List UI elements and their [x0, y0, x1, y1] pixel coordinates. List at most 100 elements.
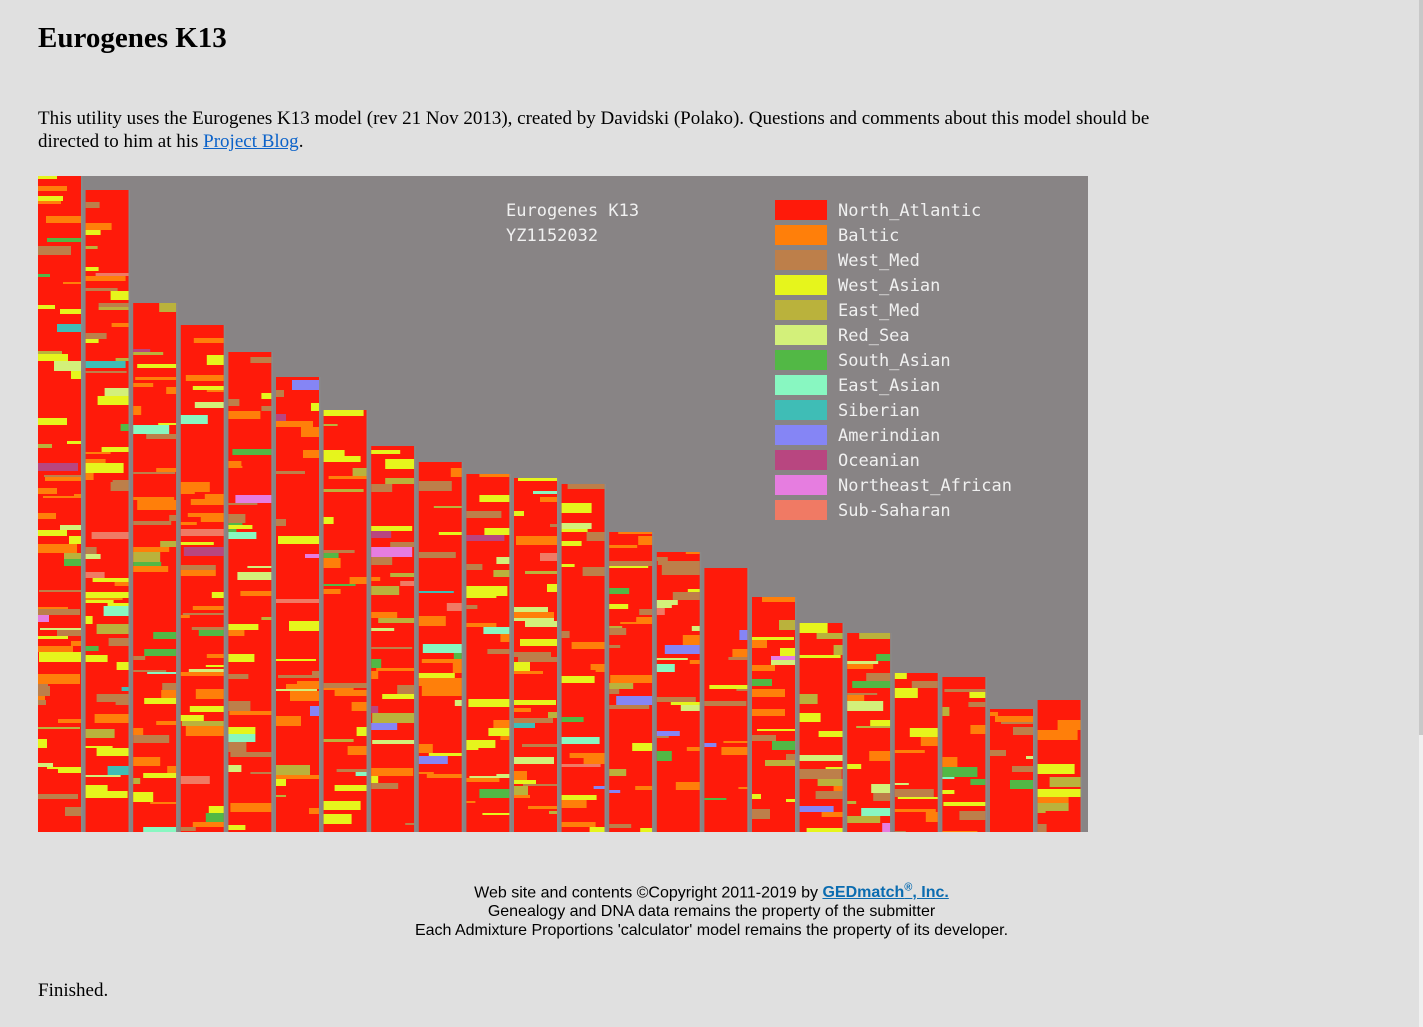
ancestry-segment	[38, 684, 48, 686]
ancestry-segment	[418, 591, 454, 593]
ancestry-segment	[418, 756, 448, 764]
scrollbar-thumb[interactable]	[1419, 0, 1423, 735]
ancestry-segment	[153, 632, 177, 639]
ancestry-segment	[616, 696, 653, 705]
chromosome-20	[942, 677, 987, 832]
ancestry-segment	[85, 600, 114, 603]
ancestry-segment	[189, 706, 224, 712]
ancestry-segment	[593, 786, 605, 789]
ancestry-segment	[514, 757, 554, 764]
ancestry-segment	[704, 798, 727, 800]
ancestry-segment	[180, 827, 196, 831]
ancestry-segment	[609, 683, 634, 689]
vertical-scrollbar[interactable]	[1419, 0, 1423, 1027]
chromosome-6	[276, 377, 321, 832]
ancestry-segment	[970, 725, 986, 734]
chromosome-11	[514, 478, 559, 832]
chromosome-6-base	[276, 377, 319, 832]
ancestry-segment	[1037, 803, 1069, 811]
ancestry-segment	[422, 644, 462, 653]
ancestry-segment	[487, 649, 510, 654]
ancestry-segment	[133, 728, 144, 735]
footer: Web site and contents ©Copyright 2011-20…	[0, 879, 1423, 940]
legend-label-sub-saharan: Sub-Saharan	[838, 501, 951, 521]
ancestry-segment	[876, 654, 891, 661]
ancestry-segment	[561, 523, 592, 529]
legend-swatch-west-asian	[775, 275, 827, 295]
ancestry-segment	[64, 553, 81, 559]
ancestry-segment	[752, 637, 794, 640]
legend-swatch-amerindian	[775, 425, 827, 445]
ancestry-segment	[635, 786, 653, 790]
intro-text-after-link: .	[298, 131, 304, 152]
ancestry-segment	[107, 766, 129, 775]
ancestry-segment	[276, 471, 305, 474]
ancestry-segment	[752, 794, 761, 799]
ancestry-segment	[289, 621, 319, 631]
ancestry-segment	[852, 681, 891, 688]
ancestry-segment	[561, 564, 575, 567]
chromosome-21	[990, 709, 1035, 832]
ancestry-segment	[390, 573, 415, 577]
ancestry-segment	[689, 660, 700, 664]
ancestry-segment	[240, 591, 272, 596]
ancestry-segment	[276, 659, 316, 661]
ancestry-segment	[235, 495, 272, 503]
ancestry-segment	[133, 792, 154, 802]
ancestry-segment	[525, 621, 557, 627]
ancestry-segment	[292, 380, 319, 390]
ancestry-segment	[496, 557, 510, 564]
ancestry-segment	[169, 515, 177, 521]
ancestry-segment	[847, 661, 879, 664]
ancestry-segment	[85, 729, 115, 738]
ancestry-segment	[752, 709, 785, 716]
legend-label-red-sea: Red_Sea	[838, 326, 910, 346]
ancestry-segment	[371, 783, 399, 789]
ancestry-segment	[609, 588, 630, 594]
ancestry-segment	[190, 499, 224, 505]
ancestry-segment	[561, 631, 570, 638]
ancestry-segment	[85, 616, 93, 624]
ancestry-segment	[806, 828, 843, 832]
project-blog-link[interactable]: Project Blog	[203, 131, 299, 152]
ancestry-segment	[228, 630, 245, 636]
ancestry-segment	[228, 525, 253, 529]
ancestry-segment	[38, 727, 80, 729]
ancestry-segment	[115, 702, 129, 705]
ancestry-segment	[67, 441, 81, 444]
ancestry-segment	[180, 570, 216, 576]
ancestry-segment	[385, 459, 415, 469]
ancestry-segment	[656, 731, 680, 736]
ancestry-segment	[609, 561, 653, 566]
ancestry-segment	[493, 570, 510, 577]
ancestry-segment	[250, 772, 272, 774]
ancestry-segment	[990, 750, 1006, 756]
ancestry-segment	[371, 531, 392, 538]
ancestry-segment	[723, 741, 748, 743]
ancestry-segment	[418, 772, 434, 774]
ancestry-segment	[640, 828, 653, 832]
ancestry-segment	[765, 760, 795, 766]
ancestry-segment	[479, 495, 510, 502]
ancestry-segment	[861, 808, 891, 816]
ancestry-segment	[183, 547, 224, 556]
chromosome-divider	[699, 552, 702, 832]
ancestry-segment	[656, 658, 688, 660]
ancestry-segment	[897, 797, 938, 799]
ancestry-segment	[371, 671, 379, 679]
ancestry-segment	[371, 612, 398, 618]
ancestry-segment	[85, 223, 112, 230]
ancestry-segment	[58, 719, 81, 723]
ancestry-segment	[739, 630, 748, 640]
ancestry-segment	[371, 768, 414, 776]
ancestry-segment	[38, 186, 67, 191]
ancestry-segment	[561, 529, 588, 532]
gedmatch-link[interactable]: GEDmatch®, Inc.	[822, 882, 948, 901]
ancestry-segment	[1010, 780, 1033, 789]
ancestry-segment	[547, 584, 557, 592]
ancestry-segment	[38, 488, 57, 494]
ancestry-segment	[372, 740, 415, 744]
chromosome-14	[656, 552, 702, 832]
ancestry-segment	[160, 541, 177, 547]
ancestry-segment	[103, 606, 129, 616]
